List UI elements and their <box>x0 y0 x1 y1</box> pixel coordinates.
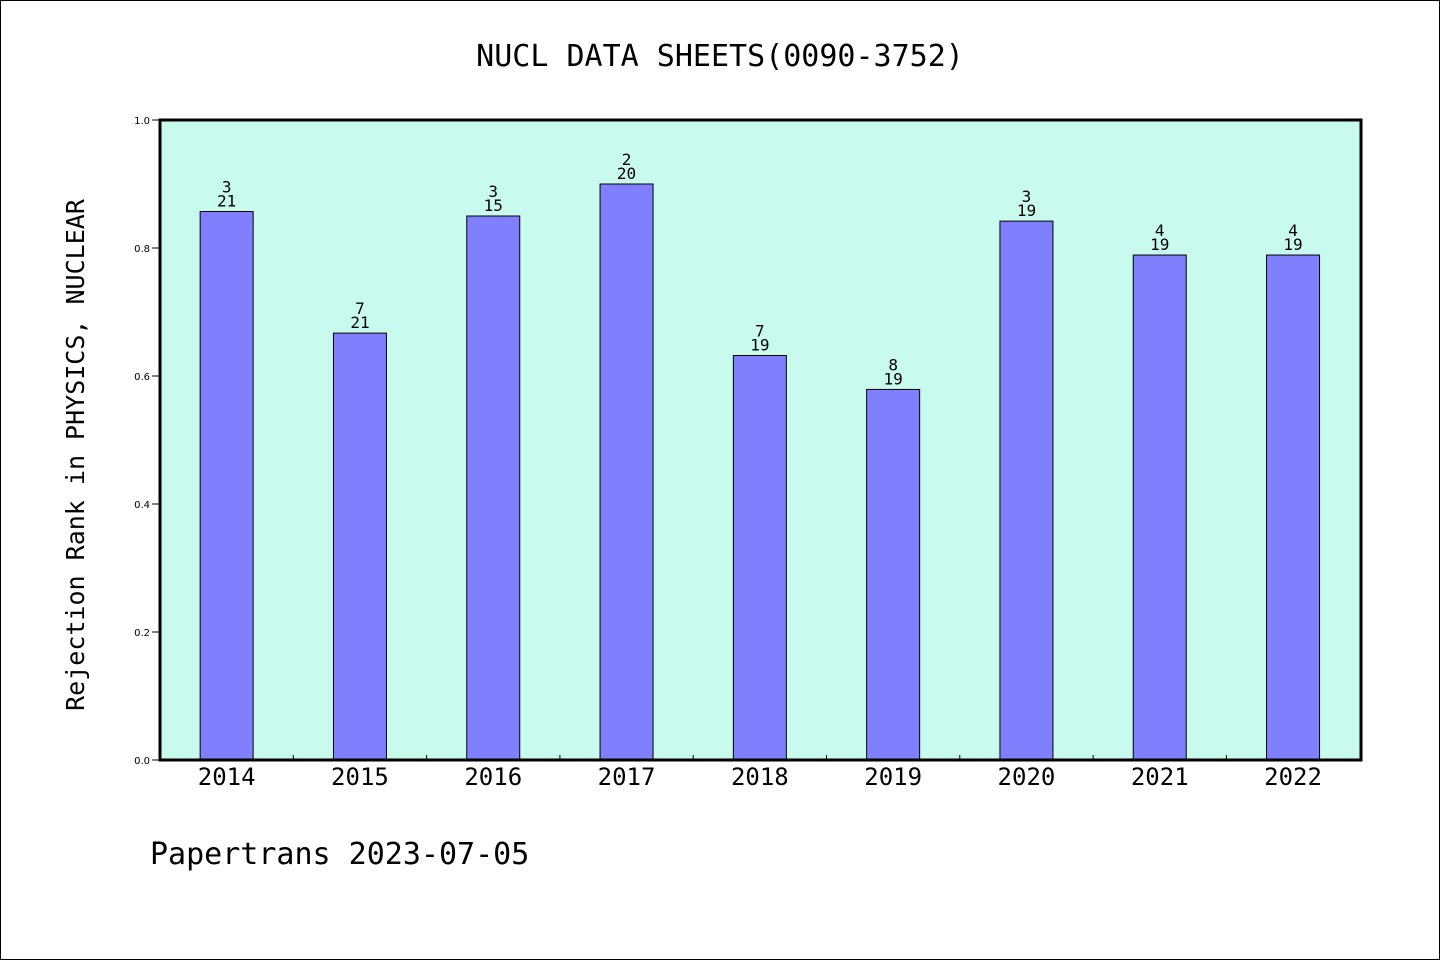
bar-2019 <box>866 388 921 761</box>
data-label-rank-2017: 2 <box>622 150 632 169</box>
y-tick-label: 1.0 <box>134 116 150 127</box>
data-label-total-2020: 19 <box>1017 201 1036 220</box>
data-label-total-2018: 19 <box>750 336 769 355</box>
x-tick-label-2018: 2018 <box>731 763 789 791</box>
x-tick-label-2021: 2021 <box>1131 763 1189 791</box>
bar-2017 <box>599 183 654 761</box>
y-tick-label: 0.6 <box>134 372 150 383</box>
x-tick-label-2014: 2014 <box>198 763 256 791</box>
x-tick-label-2019: 2019 <box>864 763 922 791</box>
data-label-total-2014: 21 <box>217 192 236 211</box>
y-tick-label: 0.4 <box>134 500 150 511</box>
plot-border <box>158 118 1363 762</box>
x-axis: 2014 2015 2016 2017 2018 2019 2020 2021 2022 <box>198 755 1322 791</box>
data-label-rank-2014: 3 <box>222 178 232 197</box>
data-label-total-2016: 15 <box>484 196 503 215</box>
bar-2015 <box>332 332 387 761</box>
bar-2018 <box>732 355 787 761</box>
data-label-rank-2015: 7 <box>355 299 365 318</box>
bar-2022 <box>1266 254 1321 761</box>
y-axis: 0.0 0.2 0.4 0.6 0.8 1.0 <box>134 116 160 767</box>
bar-2016 <box>466 215 521 761</box>
bar-2014 <box>199 211 254 761</box>
data-label-rank-2021: 4 <box>1155 221 1165 240</box>
data-label-total-2022: 19 <box>1283 235 1302 254</box>
x-tick-label-2016: 2016 <box>464 763 522 791</box>
data-label-rank-2022: 4 <box>1288 221 1298 240</box>
data-label-total-2019: 19 <box>884 369 903 388</box>
data-label-rank-2019: 8 <box>888 355 898 374</box>
bars-group <box>199 183 1321 761</box>
x-tick-label-2020: 2020 <box>998 763 1056 791</box>
bar-2020 <box>999 220 1054 761</box>
data-label-rank-2020: 3 <box>1022 187 1032 206</box>
data-label-total-2017: 20 <box>617 164 636 183</box>
y-tick-label: 0.2 <box>134 628 150 639</box>
data-label-total-2021: 19 <box>1150 235 1169 254</box>
y-tick-label: 0.8 <box>134 244 150 255</box>
data-label-rank-2016: 3 <box>488 182 498 201</box>
y-tick-label: 0.0 <box>134 756 150 767</box>
bar-2021 <box>1132 254 1187 761</box>
x-tick-label-2017: 2017 <box>598 763 656 791</box>
x-tick-label-2022: 2022 <box>1264 763 1322 791</box>
data-label-rank-2018: 7 <box>755 322 765 341</box>
footer-text: Papertrans 2023-07-05 <box>150 837 529 872</box>
y-axis-label: Rejection Rank in PHYSICS, NUCLEAR <box>61 198 90 711</box>
chart-title: NUCL DATA SHEETS(0090-3752) <box>476 39 964 74</box>
data-label-total-2015: 21 <box>350 313 369 332</box>
x-tick-label-2015: 2015 <box>331 763 389 791</box>
